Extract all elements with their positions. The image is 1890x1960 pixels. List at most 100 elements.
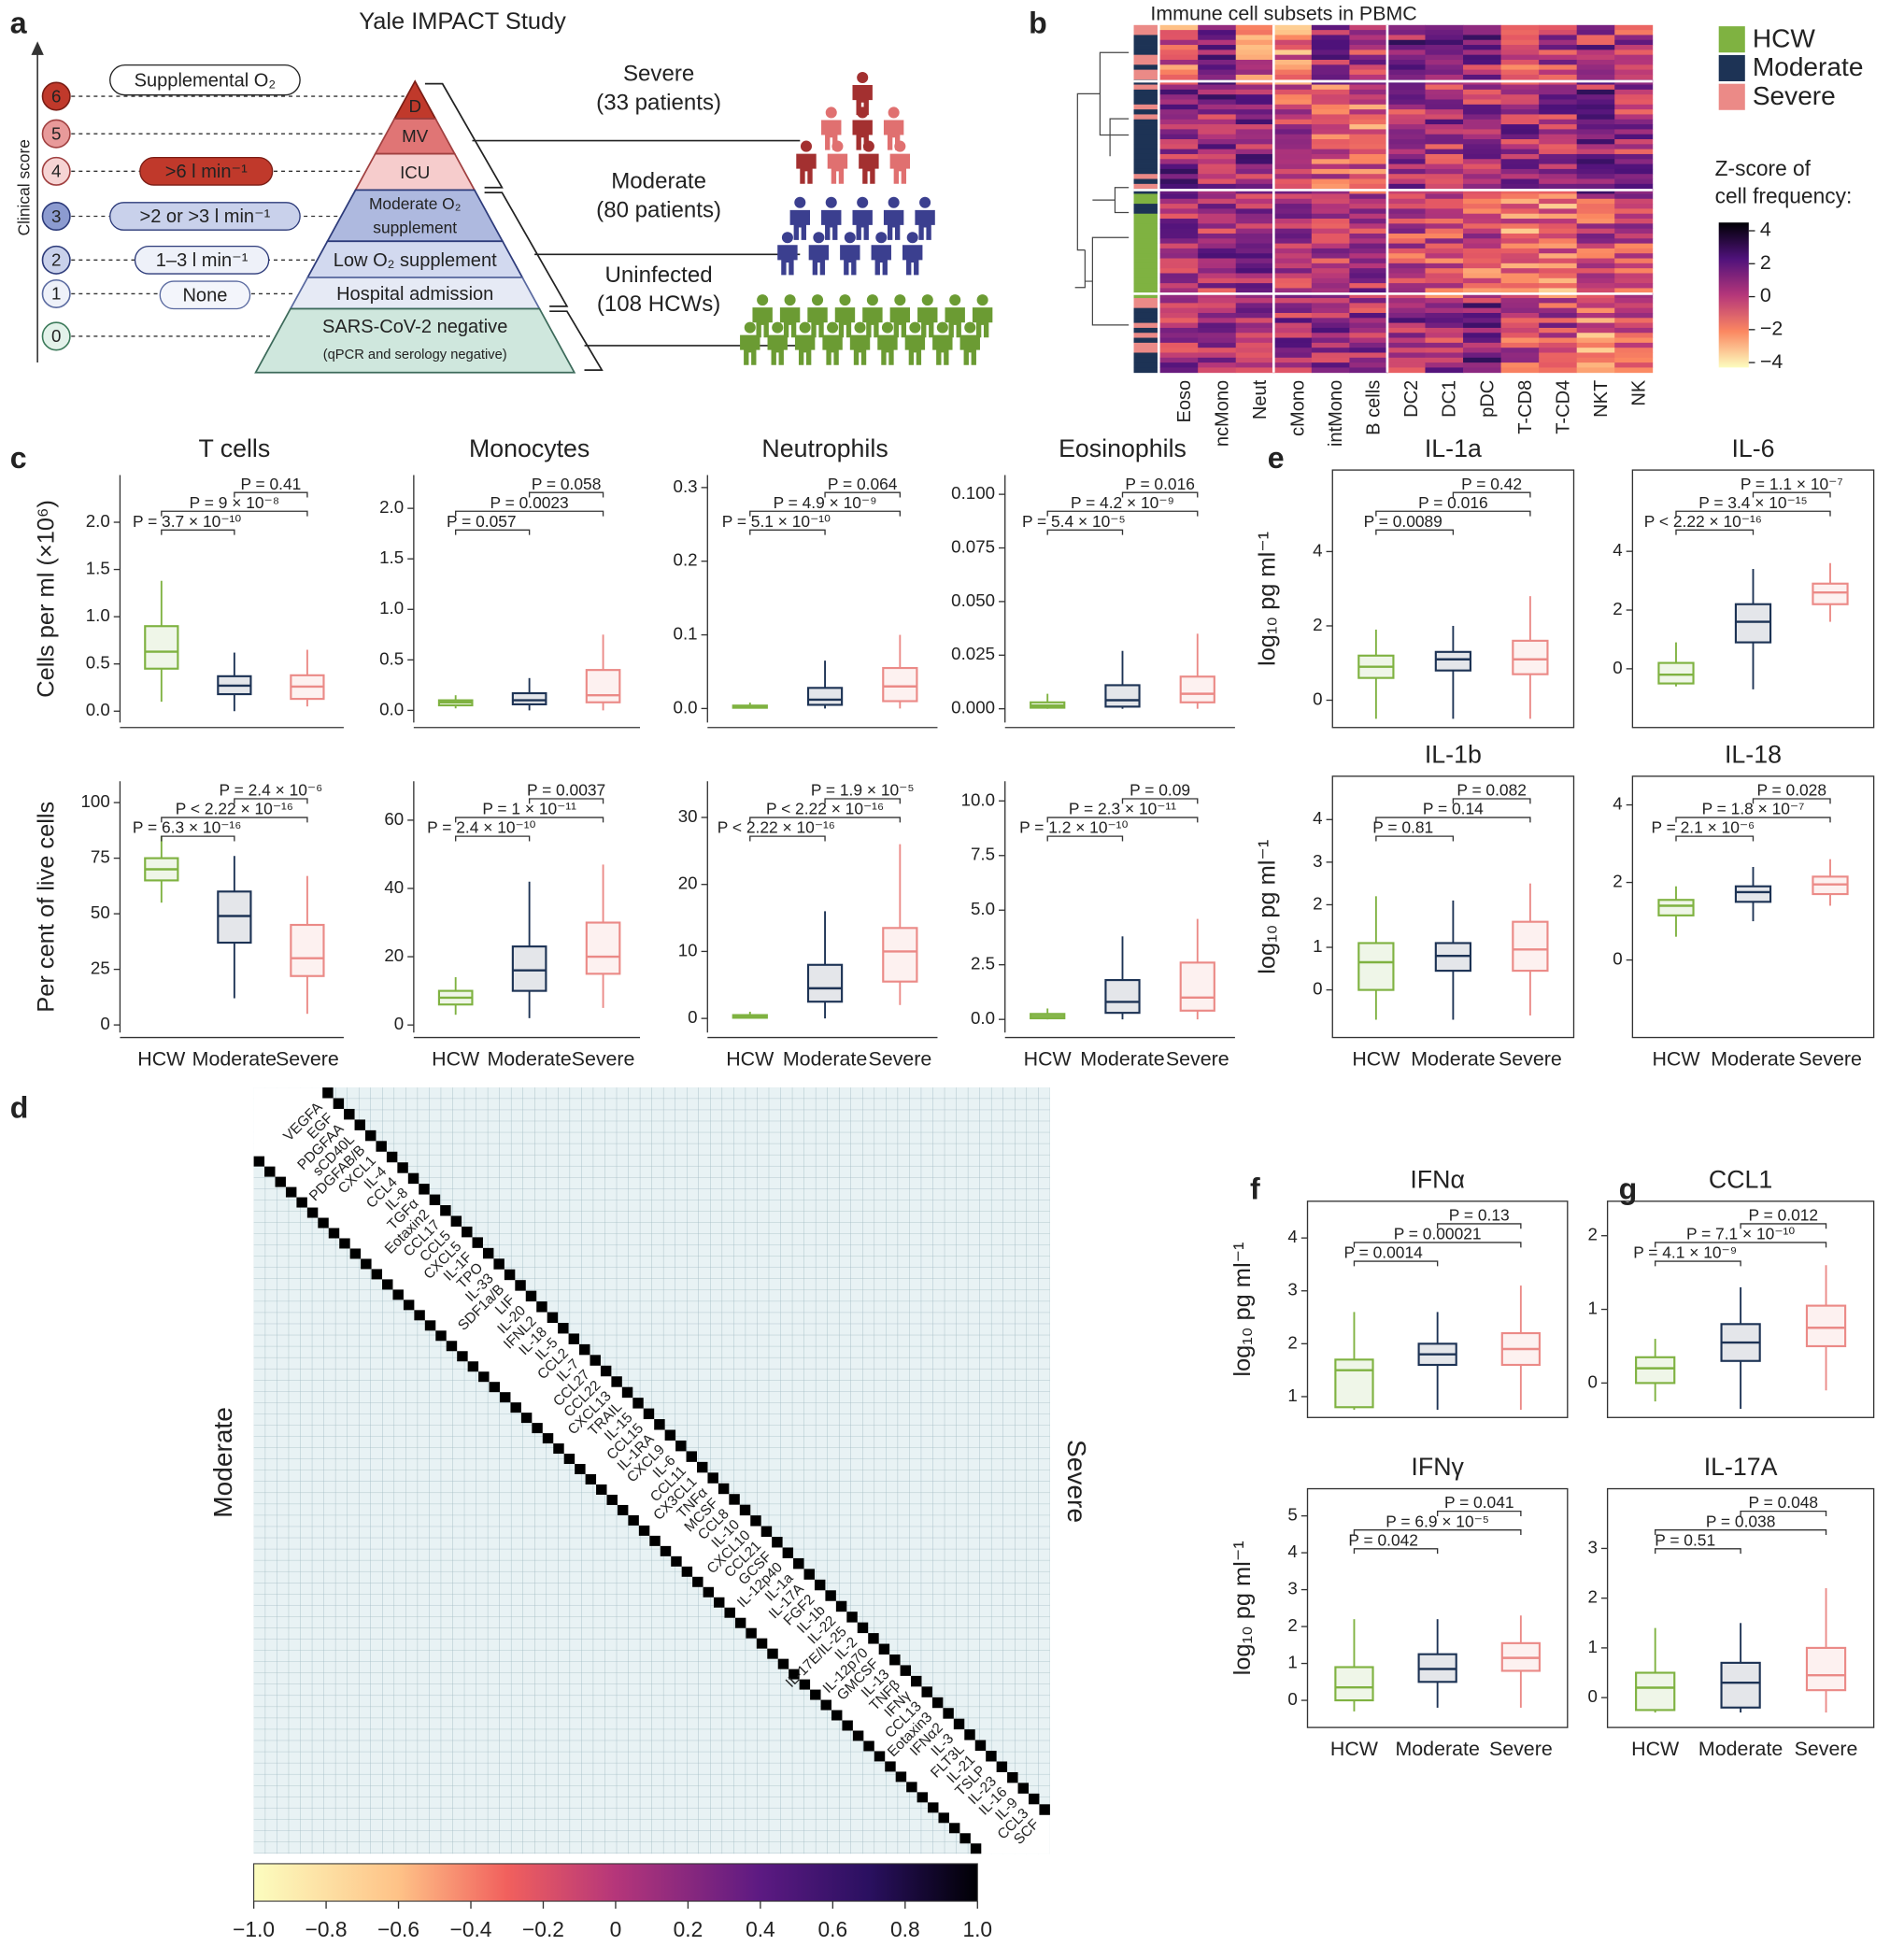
heatmap-texture bbox=[1311, 163, 1350, 170]
y-tick-label: 3 bbox=[1313, 851, 1322, 871]
heatmap-texture bbox=[1198, 288, 1237, 294]
heatmap-texture bbox=[1539, 178, 1578, 185]
heatmap-texture bbox=[1235, 352, 1274, 359]
heatmap-texture bbox=[1273, 198, 1313, 205]
heatmap-texture bbox=[1198, 348, 1237, 353]
person-icon bbox=[827, 153, 848, 184]
heatmap-texture bbox=[1386, 213, 1426, 220]
p-value: P = 2.1 × 10⁻⁶ bbox=[1652, 818, 1755, 837]
heatmap-texture bbox=[1614, 109, 1654, 115]
heatmap-texture bbox=[1614, 24, 1654, 31]
heatmap-texture bbox=[1349, 104, 1388, 110]
heatmap-texture bbox=[1539, 248, 1578, 254]
heatmap-texture bbox=[1235, 348, 1274, 353]
heatmap-texture bbox=[1539, 39, 1578, 46]
heatmap-texture bbox=[1159, 183, 1199, 190]
heatmap-texture bbox=[1235, 104, 1274, 110]
heatmap-texture bbox=[1273, 64, 1313, 71]
heatmap-texture bbox=[1349, 178, 1388, 185]
diagonal-cell bbox=[953, 1718, 965, 1730]
diagonal-cell bbox=[777, 1658, 789, 1669]
heatmap-texture bbox=[1311, 59, 1350, 65]
x-tick-label: Moderate bbox=[1080, 1047, 1164, 1070]
heatmap-texture bbox=[1198, 367, 1237, 374]
p-value: P = 6.3 × 10⁻¹⁶ bbox=[133, 818, 241, 837]
heatmap-texture bbox=[1198, 258, 1237, 264]
heatmap-texture bbox=[1198, 298, 1237, 304]
diagonal-cell bbox=[931, 1697, 944, 1709]
p-bracket bbox=[824, 491, 902, 498]
heatmap-texture bbox=[1614, 54, 1654, 61]
heatmap-texture bbox=[1539, 109, 1578, 115]
heatmap-texture bbox=[1198, 307, 1237, 314]
heatmap-texture bbox=[1159, 89, 1199, 95]
heatmap-texture bbox=[1198, 193, 1237, 200]
diagonal-cell bbox=[478, 1371, 490, 1383]
plot-frame bbox=[1631, 775, 1875, 1039]
person-icon bbox=[822, 334, 843, 365]
y-tick-label: 3 bbox=[1287, 1579, 1297, 1598]
p-bracket bbox=[1046, 529, 1124, 535]
heatmap-texture bbox=[1159, 208, 1199, 215]
group-sidebar bbox=[1133, 298, 1158, 304]
person-icon bbox=[825, 196, 837, 208]
p-value: P = 0.42 bbox=[1461, 475, 1522, 493]
diagonal-cell bbox=[275, 1176, 286, 1187]
heatmap-texture bbox=[1576, 24, 1615, 31]
heatmap-texture bbox=[1159, 312, 1199, 319]
heatmap-texture bbox=[1235, 159, 1274, 164]
heatmap-texture bbox=[1614, 124, 1654, 130]
heatmap-texture bbox=[1539, 333, 1578, 338]
diagonal-cell bbox=[964, 1729, 975, 1740]
heatmap-texture bbox=[1273, 228, 1313, 234]
heatmap-texture bbox=[1576, 337, 1615, 344]
heatmap-texture bbox=[1235, 357, 1274, 363]
y-tick-label: 100 bbox=[81, 791, 110, 811]
y-tick-label: 0.000 bbox=[951, 698, 995, 717]
heatmap-texture bbox=[1386, 322, 1426, 329]
box bbox=[1512, 639, 1549, 675]
y-tick-label: 4 bbox=[1613, 794, 1622, 814]
p-bracket bbox=[161, 835, 235, 842]
heatmap-texture bbox=[1463, 35, 1501, 41]
heatmap-texture bbox=[1425, 54, 1464, 61]
heatmap-texture bbox=[1198, 238, 1237, 244]
heatmap-texture bbox=[1159, 362, 1199, 368]
heatmap-texture bbox=[1463, 342, 1501, 348]
heatmap-texture bbox=[1576, 204, 1615, 209]
heatmap-texture bbox=[1425, 119, 1464, 125]
heatmap-texture bbox=[1349, 327, 1388, 334]
heatmap-texture bbox=[1198, 357, 1237, 363]
box bbox=[1434, 650, 1472, 672]
heatmap-texture bbox=[1386, 74, 1426, 80]
heatmap-texture bbox=[1500, 39, 1540, 46]
heatmap-texture bbox=[1198, 30, 1237, 36]
heatmap-texture bbox=[1576, 134, 1615, 140]
panel-label: g bbox=[1619, 1172, 1638, 1206]
box bbox=[144, 625, 179, 670]
p-value: P = 1.2 × 10⁻¹⁰ bbox=[1019, 818, 1128, 837]
heatmap-texture bbox=[1349, 213, 1388, 220]
heatmap-texture bbox=[1576, 153, 1615, 160]
heatmap-texture bbox=[1463, 213, 1501, 220]
y-tick-label: 4 bbox=[1613, 540, 1622, 560]
heatmap-texture bbox=[1311, 258, 1350, 264]
heatmap-texture bbox=[1463, 30, 1501, 36]
heatmap-texture bbox=[1425, 109, 1464, 115]
heatmap-texture bbox=[1311, 208, 1350, 215]
diagonal-cell bbox=[253, 1156, 265, 1167]
diagonal-cell bbox=[472, 1237, 483, 1248]
p-bracket bbox=[1675, 529, 1755, 535]
x-tick-label: HCW bbox=[1631, 1738, 1680, 1760]
heatmap-texture bbox=[1311, 104, 1350, 110]
heatmap-texture bbox=[1614, 139, 1654, 145]
p-bracket bbox=[1375, 835, 1455, 842]
heatmap-texture bbox=[1425, 114, 1464, 121]
person-icon bbox=[777, 245, 798, 276]
person-icon bbox=[902, 245, 923, 276]
heatmap-texture bbox=[1349, 39, 1388, 46]
y-tick-label: 1 bbox=[1313, 936, 1322, 956]
p-value: P = 1.8 × 10⁻⁷ bbox=[1702, 800, 1805, 818]
diagonal-cell bbox=[621, 1386, 633, 1399]
heatmap-texture bbox=[1500, 307, 1540, 314]
